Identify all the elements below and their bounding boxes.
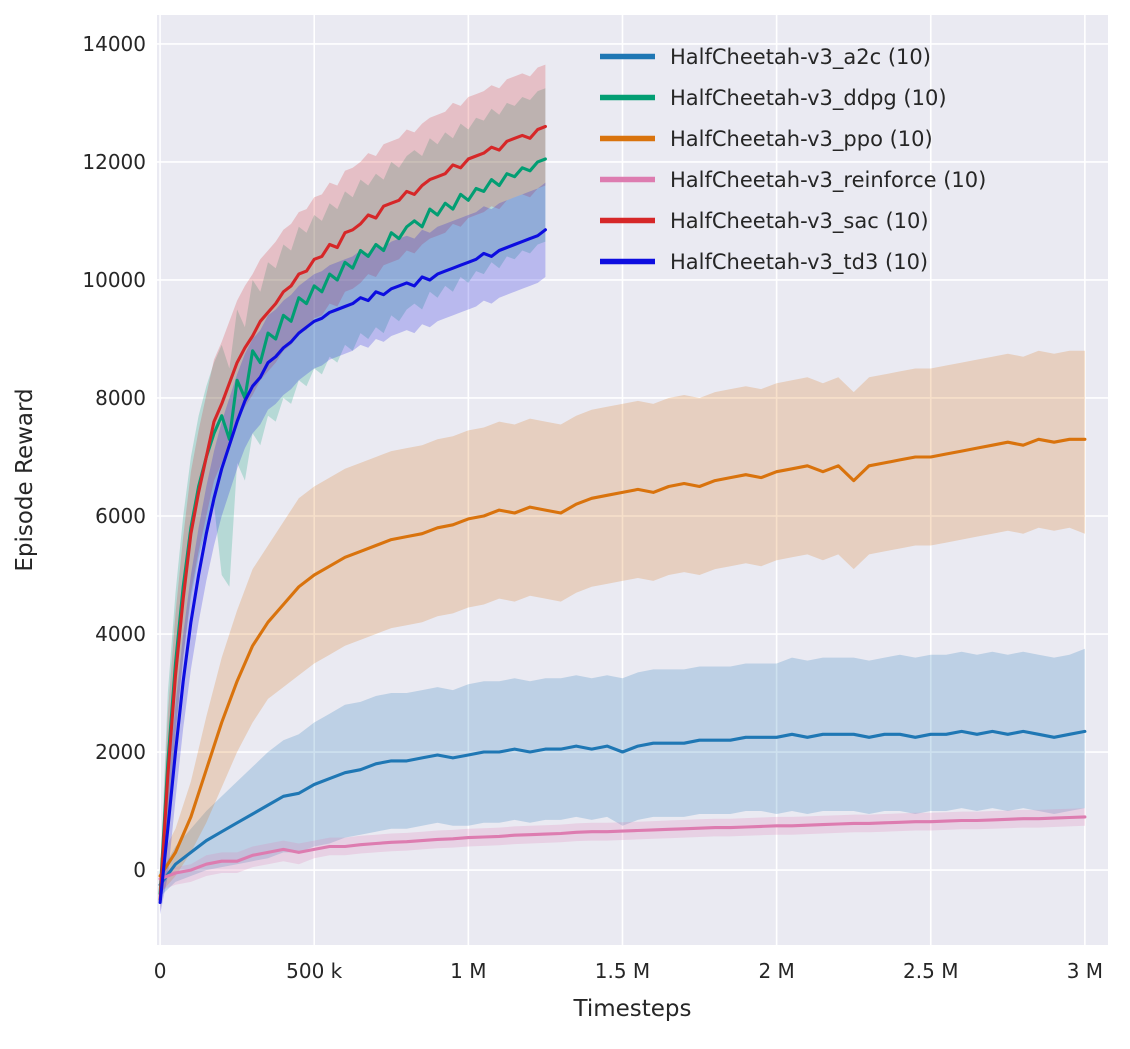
plot-area xyxy=(157,15,1108,945)
series-line-1 xyxy=(158,157,547,896)
x-tick-label-0: 0 xyxy=(154,959,167,983)
y-tick-label-3: 6000 xyxy=(95,504,146,528)
y-tick-label-5: 10000 xyxy=(82,268,146,292)
series-band-3 xyxy=(160,808,1085,891)
legend-label-4: HalfCheetah-v3_sac (10) xyxy=(670,209,929,234)
y-tick-label-0: 0 xyxy=(133,858,146,882)
x-tick-label-2: 1 M xyxy=(450,959,486,983)
legend-label-1: HalfCheetah-v3_ddpg (10) xyxy=(670,86,947,111)
y-tick-label-7: 14000 xyxy=(82,32,146,56)
legend-label-0: HalfCheetah-v3_a2c (10) xyxy=(670,45,931,70)
legend-label-3: HalfCheetah-v3_reinforce (10) xyxy=(670,168,986,193)
series-band-5 xyxy=(160,182,546,915)
y-tick-label-6: 12000 xyxy=(82,150,146,174)
series-band-4 xyxy=(160,64,546,912)
series-line-4 xyxy=(158,124,547,902)
series-band-0 xyxy=(160,648,1085,897)
x-tick-label-1: 500 k xyxy=(286,959,343,983)
series-line-0 xyxy=(158,729,1087,887)
x-axis-label: Timesteps xyxy=(572,996,691,1022)
y-tick-label-1: 2000 xyxy=(95,740,146,764)
series-line-3 xyxy=(158,815,1087,881)
x-tick-label-3: 1.5 M xyxy=(595,959,650,983)
y-tick-label-4: 8000 xyxy=(95,386,146,410)
y-axis-label: Episode Reward xyxy=(12,388,38,571)
series-line-5 xyxy=(158,228,547,905)
x-tick-label-5: 2.5 M xyxy=(903,959,958,983)
legend: HalfCheetah-v3_a2c (10) HalfCheetah-v3_dd… xyxy=(600,45,986,275)
series-line-2 xyxy=(158,437,1087,878)
legend-label-5: HalfCheetah-v3_td3 (10) xyxy=(670,250,928,275)
series-band-1 xyxy=(160,88,546,906)
series-band-2 xyxy=(160,350,1085,894)
x-tick-label-4: 2 M xyxy=(758,959,794,983)
x-tick-label-6: 3 M xyxy=(1067,959,1103,983)
legend-label-2: HalfCheetah-v3_ppo (10) xyxy=(670,127,933,152)
y-tick-label-2: 4000 xyxy=(95,622,146,646)
